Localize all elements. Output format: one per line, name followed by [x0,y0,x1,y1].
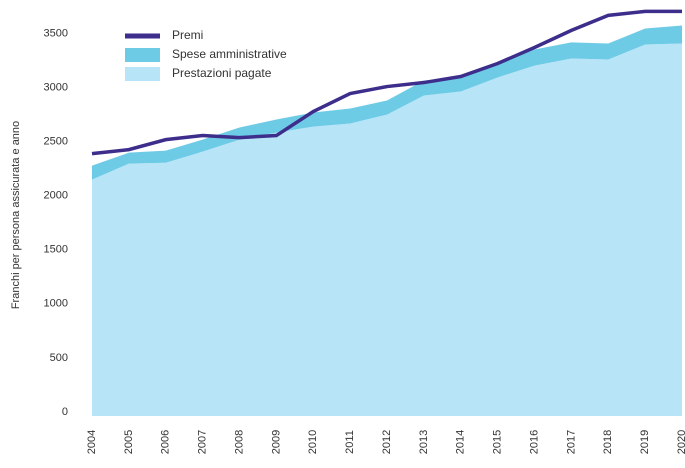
y-axis-label: Franchi per persona assicurata e anno [10,121,22,309]
legend-label: Spese amministrative [172,47,287,61]
y-tick-label: 3000 [44,81,68,93]
x-tick-label: 2007 [197,430,209,454]
y-tick-label: 500 [50,352,68,364]
x-tick-label: 2016 [528,430,540,454]
legend-swatch [125,67,160,81]
x-tick-label: 2018 [602,430,614,454]
x-tick-label: 2020 [676,430,685,454]
x-tick-label: 2013 [418,430,430,454]
y-tick-label: 1000 [44,298,68,310]
y-tick-label: 3500 [44,27,68,39]
y-tick-label: 2000 [44,190,68,202]
line [91,9,682,156]
x-tick-label: 2008 [233,430,245,454]
x-tick-label: 2017 [565,430,577,454]
x-tick-label: 2019 [639,430,651,454]
x-tick-label: 2009 [270,430,282,454]
x-tick-label: 2015 [492,430,504,454]
x-tick-label: 2004 [86,430,98,454]
legend-swatch [125,48,160,62]
area [92,43,682,416]
y-tick-label: 2500 [44,136,68,148]
y-tick-label: 1500 [44,244,68,256]
area [92,25,682,180]
x-tick-label: 2012 [381,430,393,454]
x-tick-label: 2010 [307,430,319,454]
x-tick-label: 2011 [344,430,356,454]
y-tick-label: 0 [62,406,68,418]
x-tick-label: 2006 [160,430,172,454]
legend-label: Prestazioni pagate [172,66,272,80]
x-tick-label: 2014 [455,430,467,454]
legend-label: Premi [172,28,203,42]
x-tick-label: 2005 [123,430,135,454]
